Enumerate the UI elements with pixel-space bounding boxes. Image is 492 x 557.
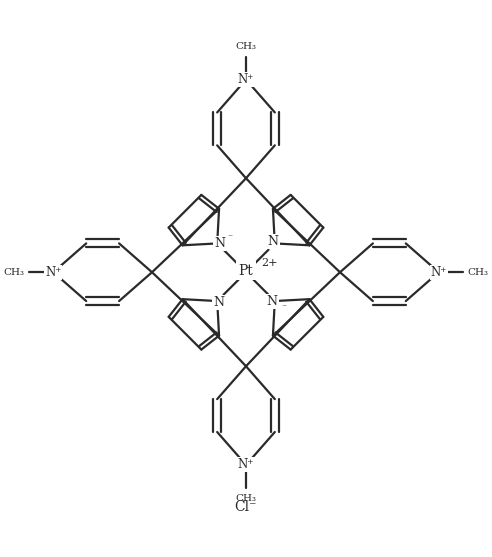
Text: CH₃: CH₃	[3, 268, 24, 277]
Text: N: N	[214, 237, 225, 250]
Text: N: N	[267, 295, 278, 307]
Text: CH₃: CH₃	[468, 268, 489, 277]
Text: N: N	[268, 236, 279, 248]
Text: ⁻: ⁻	[281, 304, 287, 312]
Text: Pt: Pt	[239, 263, 253, 278]
Text: 2+: 2+	[261, 258, 277, 268]
Text: N: N	[213, 296, 224, 309]
Text: CH₃: CH₃	[236, 494, 256, 503]
Text: CH₃: CH₃	[236, 42, 256, 51]
Text: N⁺: N⁺	[45, 266, 62, 278]
Text: N⁺: N⁺	[238, 458, 254, 471]
Text: ⁻: ⁻	[228, 233, 233, 242]
Text: N⁺: N⁺	[238, 73, 254, 86]
Text: N⁺: N⁺	[430, 266, 447, 278]
Text: Cl⁻: Cl⁻	[235, 500, 257, 514]
